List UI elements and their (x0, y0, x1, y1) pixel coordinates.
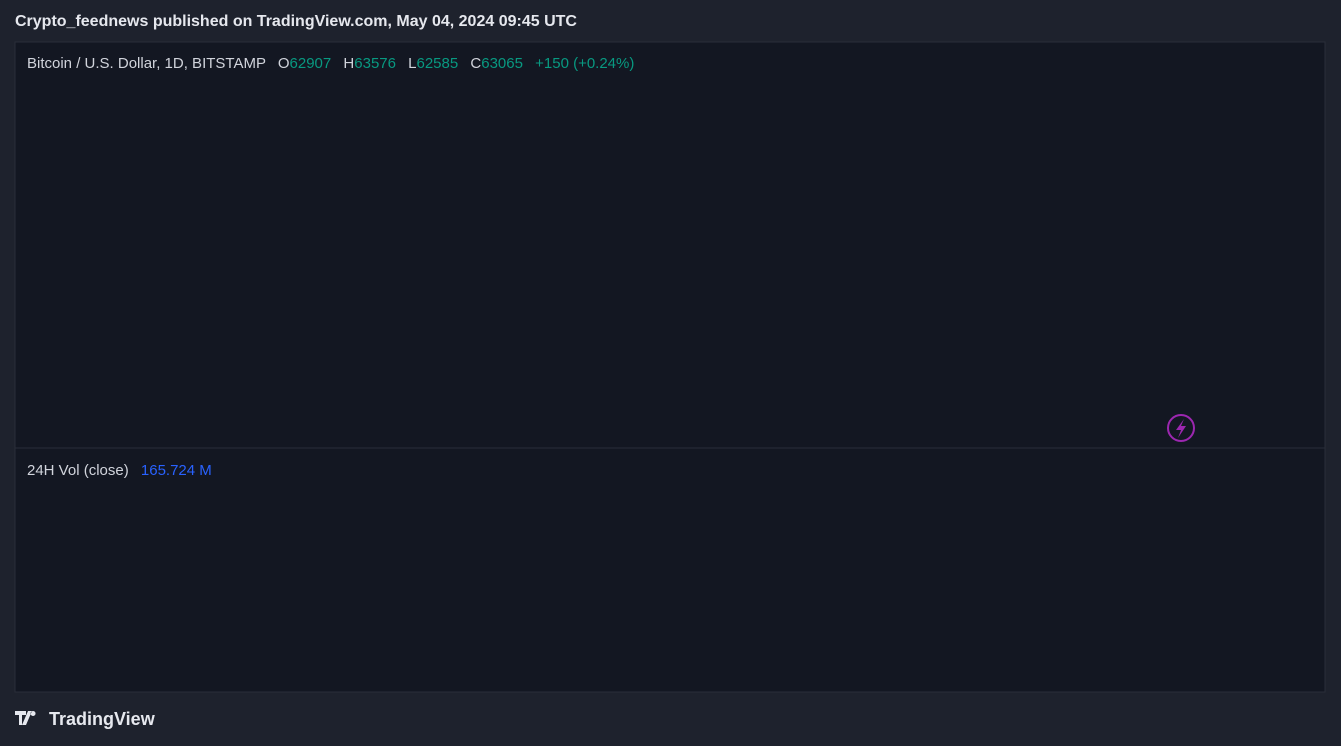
symbol: Bitcoin / U.S. Dollar, 1D, BITSTAMP (27, 55, 266, 72)
chart-panel (14, 41, 1326, 693)
close-value: 63065 (481, 55, 523, 72)
alert-icon[interactable] (1167, 414, 1195, 442)
brand: TradingView (15, 709, 156, 729)
change: +150 (+0.24%) (535, 55, 634, 72)
volume-title: 24H Vol (close) (27, 462, 129, 479)
low-label: L (408, 55, 416, 72)
brand-name: TradingView (49, 709, 156, 729)
volume-legend: 24H Vol (close) 165.724 M (27, 462, 212, 479)
price-legend: Bitcoin / U.S. Dollar, 1D, BITSTAMP O629… (27, 55, 634, 72)
open-value: 62907 (290, 55, 332, 72)
open-label: O (278, 55, 290, 72)
low-value: 62585 (417, 55, 459, 72)
high-label: H (343, 55, 354, 72)
high-value: 63576 (354, 55, 396, 72)
volume-value: 165.724 M (141, 462, 212, 479)
publish-header: Crypto_feednews published on TradingView… (15, 13, 577, 30)
close-label: C (470, 55, 481, 72)
